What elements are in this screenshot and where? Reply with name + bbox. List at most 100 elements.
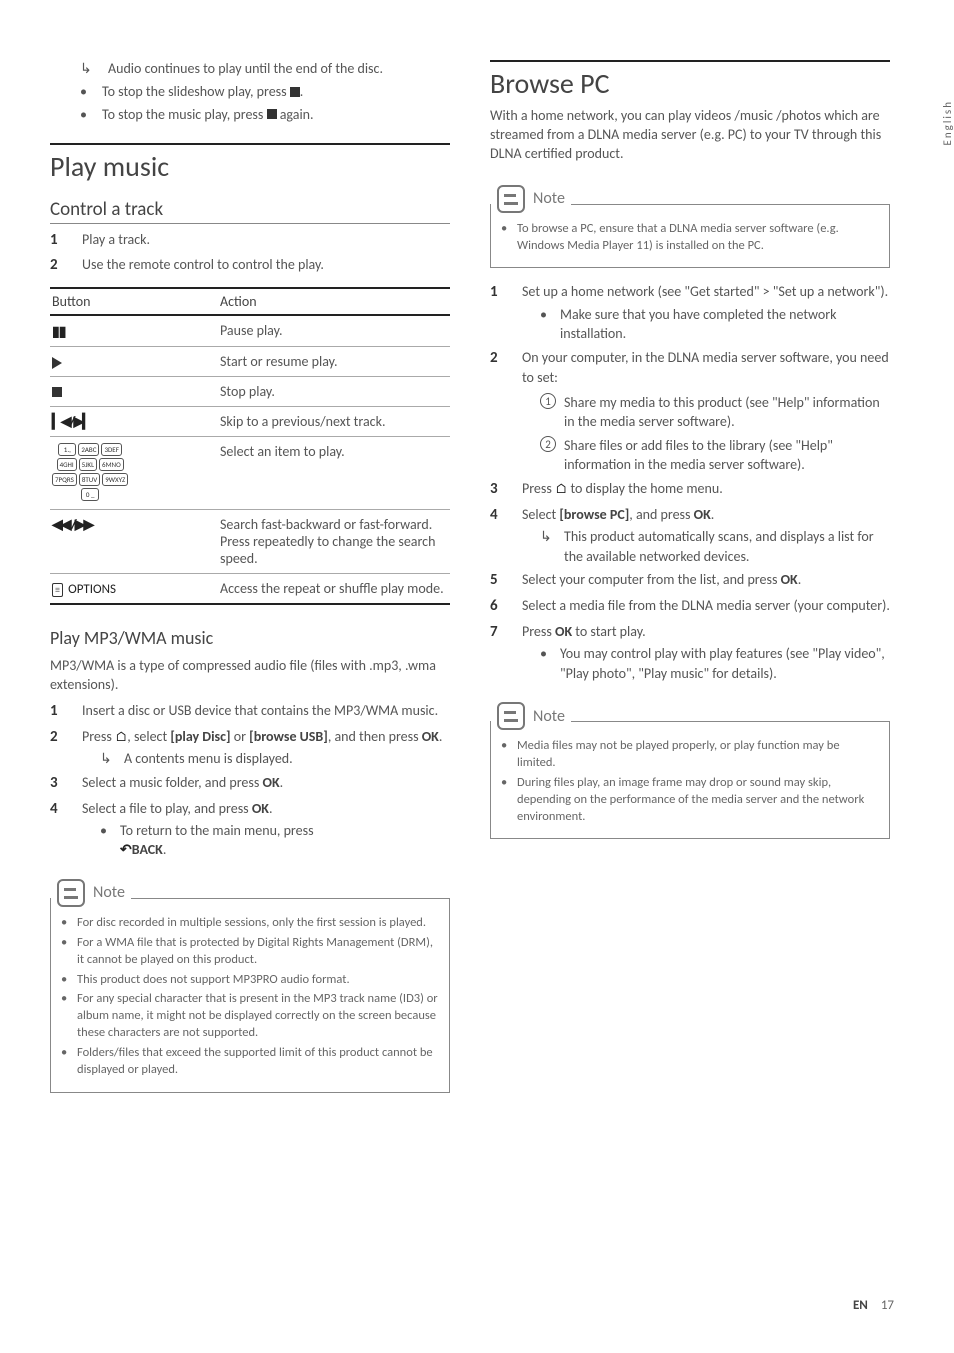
- table-row: ▎◀/▶▎ Skip to a previous/next track.: [50, 407, 450, 437]
- cell-action: Search fast-backward or fast-forward. Pr…: [218, 510, 450, 574]
- browse-step-2: 2 On your computer, in the DLNA media se…: [490, 348, 890, 475]
- step-number: 2: [490, 348, 508, 475]
- cell-action: Access the repeat or shuffle play mode.: [218, 574, 450, 605]
- step-text: Set up a home network (see "Get started"…: [522, 282, 890, 343]
- browse-step-5: 5 Select your computer from the list, an…: [490, 570, 890, 592]
- intro-arrow-text: Audio continues to play until the end of…: [108, 60, 383, 79]
- pause-icon: ▮▮: [52, 323, 65, 340]
- intro-bullet-1: • To stop the slideshow play, press .: [80, 83, 450, 102]
- arrow-icon: ↳: [540, 527, 554, 566]
- bullet-icon: •: [80, 106, 90, 125]
- browse-step-4: 4 Select [browse PC], and press OK. ↳ Th…: [490, 505, 890, 566]
- left-column: ↳ Audio continues to play until the end …: [50, 60, 450, 1093]
- note-item: •Media files may not be played properly,…: [501, 738, 879, 772]
- step-number: 2: [50, 727, 68, 769]
- heading-mp3: Play MP3/WMA music: [50, 627, 450, 651]
- th-button: Button: [50, 288, 218, 315]
- step-text: Play a track.: [82, 230, 450, 252]
- step-text: Select [browse PC], and press OK. ↳ This…: [522, 505, 890, 566]
- step-text: Press OK to start play. • You may contro…: [522, 622, 890, 683]
- step-number: 3: [490, 479, 508, 501]
- step-text: Select a media file from the DLNA media …: [522, 596, 890, 618]
- heading-browse-pc: Browse PC: [490, 60, 890, 101]
- footer-page-number: 17: [881, 1298, 894, 1313]
- browse-step-3: 3 Press ⌂ to display the home menu.: [490, 479, 890, 501]
- browse-step-7: 7 Press OK to start play. • You may cont…: [490, 622, 890, 683]
- note-title: Note: [533, 707, 565, 726]
- heading-control-track: Control a track: [50, 198, 450, 224]
- heading-play-music: Play music: [50, 143, 450, 184]
- bullet-icon: •: [540, 305, 550, 344]
- step-number: 3: [50, 773, 68, 795]
- stop-icon: [290, 87, 300, 97]
- stop-icon: [267, 109, 277, 119]
- bullet-icon: •: [80, 83, 90, 102]
- step-number: 4: [490, 505, 508, 566]
- step-number: 5: [490, 570, 508, 592]
- step-number: 4: [50, 799, 68, 860]
- note-icon: [497, 185, 525, 213]
- step-number: 1: [50, 230, 68, 252]
- browse-step-2-sub1: 1 Share my media to this product (see "H…: [522, 393, 890, 432]
- note-title: Note: [533, 189, 565, 208]
- cell-action: Select an item to play.: [218, 437, 450, 510]
- browse-step-4-result: ↳ This product automatically scans, and …: [540, 527, 890, 566]
- step-text: Select a file to play, and press OK. • T…: [82, 799, 450, 860]
- button-action-table: Button Action ▮▮ Pause play. Start or re…: [50, 287, 450, 605]
- browse-step-6: 6 Select a media file from the DLNA medi…: [490, 596, 890, 618]
- table-row: ≡ OPTIONS Access the repeat or shuffle p…: [50, 574, 450, 605]
- number-keypad-icon: 1.,2ABC3DEF 4GHI5JKL6MNO 7PQRS8TUV9WXYZ …: [52, 443, 128, 503]
- options-icon: ≡ OPTIONS: [52, 580, 116, 597]
- table-row: 1.,2ABC3DEF 4GHI5JKL6MNO 7PQRS8TUV9WXYZ …: [50, 437, 450, 510]
- step-text: On your computer, in the DLNA media serv…: [522, 348, 890, 475]
- note-item: •During files play, an image frame may d…: [501, 775, 879, 826]
- step-number: 7: [490, 622, 508, 683]
- intro-bullet-2: • To stop the music play, press again.: [80, 106, 450, 125]
- circled-number-icon: 1: [540, 393, 556, 409]
- intro-bullet-1-text: To stop the slideshow play, press .: [102, 83, 303, 102]
- browse-step-1: 1 Set up a home network (see "Get starte…: [490, 282, 890, 343]
- note-box-right-1: Note •To browse a PC, ensure that a DLNA…: [490, 204, 890, 269]
- browse-intro: With a home network, you can play videos…: [490, 107, 890, 164]
- note-title: Note: [93, 883, 125, 902]
- stop-icon: [52, 387, 62, 397]
- step-text: Press ⌂, select [play Disc] or [browse U…: [82, 727, 450, 769]
- search-rew-fwd-icon: ◀◀ /▶▶: [52, 516, 92, 533]
- browse-step-7-bullet: • You may control play with play feature…: [540, 644, 890, 683]
- play-icon: [52, 357, 62, 369]
- mp3-step-1: 1 Insert a disc or USB device that conta…: [50, 701, 450, 723]
- cell-action: Pause play.: [218, 315, 450, 347]
- note-item: •This product does not support MP3PRO au…: [61, 972, 439, 989]
- intro-arrow-line: ↳ Audio continues to play until the end …: [80, 60, 450, 79]
- mp3-step-2: 2 Press ⌂, select [play Disc] or [browse…: [50, 727, 450, 769]
- table-row: Stop play.: [50, 377, 450, 407]
- mp3-step-4: 4 Select a file to play, and press OK. •…: [50, 799, 450, 860]
- bullet-icon: •: [100, 821, 110, 860]
- footer-lang: EN: [853, 1298, 868, 1313]
- mp3-intro-text: MP3/WMA is a type of compressed audio fi…: [50, 657, 450, 695]
- note-item: •To browse a PC, ensure that a DLNA medi…: [501, 221, 879, 255]
- cell-action: Stop play.: [218, 377, 450, 407]
- note-item: •For any special character that is prese…: [61, 991, 439, 1042]
- skip-prev-next-icon: ▎◀/▶▎: [52, 413, 91, 430]
- cell-action: Skip to a previous/next track.: [218, 407, 450, 437]
- step-text: Press ⌂ to display the home menu.: [522, 479, 890, 501]
- mp3-step-2-result: ↳ A contents menu is displayed.: [100, 749, 450, 769]
- browse-step-2-sub2: 2 Share files or add files to the librar…: [522, 436, 890, 475]
- control-step-1: 1 Play a track.: [50, 230, 450, 252]
- home-icon: ⌂: [555, 480, 567, 497]
- circled-number-icon: 2: [540, 436, 556, 452]
- step-number: 1: [490, 282, 508, 343]
- back-icon: ↶: [120, 840, 132, 860]
- table-row: Start or resume play.: [50, 347, 450, 377]
- step-text: Insert a disc or USB device that contain…: [82, 701, 450, 723]
- cell-action: Start or resume play.: [218, 347, 450, 377]
- page-footer: EN 17: [853, 1298, 894, 1313]
- step-number: 6: [490, 596, 508, 618]
- home-icon: ⌂: [115, 728, 127, 745]
- bullet-icon: •: [540, 644, 550, 683]
- control-step-2: 2 Use the remote control to control the …: [50, 255, 450, 277]
- step-text: Use the remote control to control the pl…: [82, 255, 450, 277]
- table-row: ▮▮ Pause play.: [50, 315, 450, 347]
- right-column: Browse PC With a home network, you can p…: [490, 60, 890, 1093]
